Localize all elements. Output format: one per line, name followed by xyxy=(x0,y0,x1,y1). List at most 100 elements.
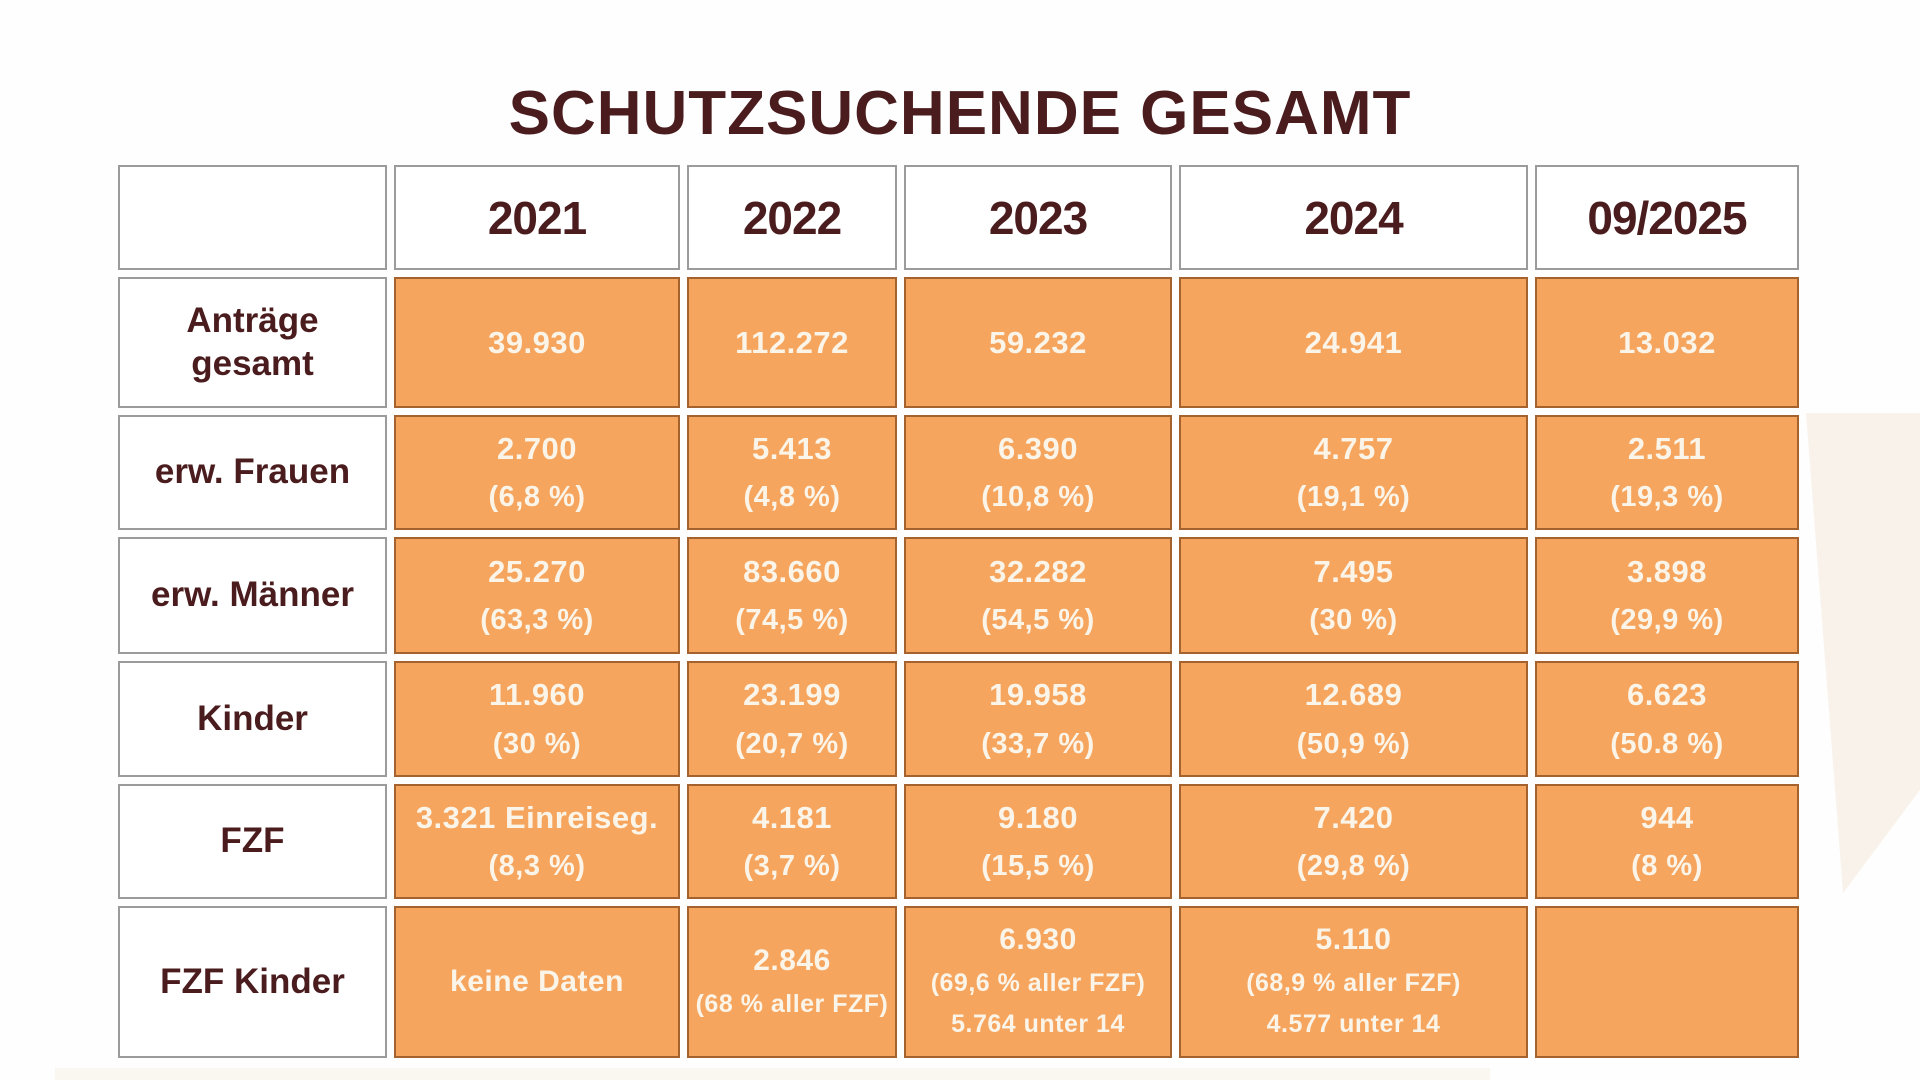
value-secondary: (3,7 %) xyxy=(743,850,841,883)
data-cell-2022-antraege-gesamt: 112.272 xyxy=(687,277,897,408)
value-primary: 4.181 xyxy=(751,799,833,835)
row-label-kinder: Kinder xyxy=(118,661,387,777)
data-cell-2021-kinder: 11.960 (30 %) xyxy=(394,661,680,777)
value-secondary: (15,5 %) xyxy=(981,850,1095,883)
data-cell-2024-antraege-gesamt: 24.941 xyxy=(1179,277,1528,408)
value-primary: 23.199 xyxy=(743,677,841,712)
value-primary: 12.689 xyxy=(1304,677,1403,712)
data-cell-2023-kinder: 19.958 (33,7 %) xyxy=(904,661,1172,777)
value-secondary: (8,3 %) xyxy=(488,850,586,883)
data-cell-2022-erw-maenner: 83.660 (74,5 %) xyxy=(687,537,897,654)
data-cell-2022-fzf: 4.181 (3,7 %) xyxy=(687,784,897,899)
data-cell-2023-antraege-gesamt: 59.232 xyxy=(904,277,1172,408)
value-secondary: (69,6 % aller FZF) xyxy=(930,968,1146,997)
value-secondary: (8 %) xyxy=(1631,850,1703,883)
background-decoration-wedge xyxy=(1806,413,1920,893)
data-cell-2023-erw-frauen: 6.390 (10,8 %) xyxy=(904,415,1172,530)
column-header-label: 2023 xyxy=(988,191,1088,244)
value-primary: 4.757 xyxy=(1313,430,1394,466)
column-header-label: 2024 xyxy=(1304,191,1403,244)
value-primary: 83.660 xyxy=(743,553,841,589)
value-secondary: (74,5 %) xyxy=(735,604,849,637)
row-label-text: Anträge xyxy=(186,300,319,340)
data-cell-09-2025-kinder: 6.623 (50.8 %) xyxy=(1535,661,1799,777)
row-label-fzf: FZF xyxy=(118,784,387,899)
data-cell-2021-antraege-gesamt: 39.930 xyxy=(394,277,680,408)
data-cell-2023-fzf: 9.180 (15,5 %) xyxy=(904,784,1172,899)
value-primary: 3.898 xyxy=(1626,553,1708,589)
value-primary: keine Daten xyxy=(450,964,624,998)
data-cell-09-2025-fzf-kinder xyxy=(1535,906,1799,1058)
data-cell-2021-erw-maenner: 25.270 (63,3 %) xyxy=(394,537,680,654)
value-primary: 2.511 xyxy=(1627,430,1707,466)
value-secondary: (54,5 %) xyxy=(981,604,1095,637)
data-cell-2021-fzf: 3.321 Einreiseg. (8,3 %) xyxy=(394,784,680,899)
value-primary: 944 xyxy=(1640,799,1694,835)
value-secondary: (4,8 %) xyxy=(743,481,841,514)
value-primary: 2.846 xyxy=(753,944,831,977)
value-primary: 5.413 xyxy=(751,430,833,466)
data-cell-2023-erw-maenner: 32.282 (54,5 %) xyxy=(904,537,1172,654)
value-primary: 3.321 Einreiseg. xyxy=(415,799,659,835)
column-header-2021: 2021 xyxy=(394,165,680,270)
value-primary: 11.960 xyxy=(488,677,586,712)
data-cell-09-2025-erw-maenner: 3.898 (29,9 %) xyxy=(1535,537,1799,654)
row-label-text: erw. Männer xyxy=(151,575,354,615)
value-secondary: (50,9 %) xyxy=(1296,727,1411,760)
value-primary: 24.941 xyxy=(1304,324,1403,360)
page-title: SCHUTZSUCHENDE GESAMT xyxy=(508,78,1412,148)
value-secondary: (10,8 %) xyxy=(981,481,1095,514)
value-secondary: (29,8 %) xyxy=(1296,850,1411,883)
row-label-erw-maenner: erw. Männer xyxy=(118,537,387,654)
row-label-text: gesamt xyxy=(191,343,314,383)
data-cell-2024-fzf: 7.420 (29,8 %) xyxy=(1179,784,1528,899)
data-cell-2024-erw-frauen: 4.757 (19,1 %) xyxy=(1179,415,1528,530)
value-secondary: 4.577 unter 14 xyxy=(1266,1010,1441,1039)
value-primary: 9.180 xyxy=(997,799,1079,835)
data-cell-2021-fzf-kinder: keine Daten xyxy=(394,906,680,1058)
value-secondary: (68 % aller FZF) xyxy=(695,989,889,1018)
row-label-text: FZF Kinder xyxy=(160,961,345,1001)
column-header-label: 2021 xyxy=(487,191,587,244)
value-primary: 32.282 xyxy=(989,553,1087,589)
value-secondary: (33,7 %) xyxy=(981,727,1095,760)
data-cell-2021-erw-frauen: 2.700 (6,8 %) xyxy=(394,415,680,530)
value-secondary: (19,1 %) xyxy=(1296,481,1411,514)
value-primary: 25.270 xyxy=(488,553,586,589)
value-secondary: (6,8 %) xyxy=(488,481,586,514)
value-secondary: (20,7 %) xyxy=(735,727,849,760)
data-cell-09-2025-fzf: 944 (8 %) xyxy=(1535,784,1799,899)
data-cell-2024-erw-maenner: 7.495 (30 %) xyxy=(1179,537,1528,654)
value-primary: 19.958 xyxy=(989,677,1087,712)
data-table: 2021 2022 2023 2024 09/2025 Anträge gesamt 39.9… xyxy=(118,165,1799,1058)
data-cell-09-2025-erw-frauen: 2.511 (19,3 %) xyxy=(1535,415,1799,530)
column-header-label: 09/2025 xyxy=(1587,191,1747,244)
value-secondary: (68,9 % aller FZF) xyxy=(1246,968,1461,997)
row-label-text: FZF xyxy=(220,821,285,861)
column-header-09-2025: 09/2025 xyxy=(1535,165,1799,270)
data-cell-2023-fzf-kinder: 6.930 (69,6 % aller FZF) 5.764 unter 14 xyxy=(904,906,1172,1058)
value-primary: 5.110 xyxy=(1315,923,1392,957)
row-label-text: Kinder xyxy=(197,698,308,738)
data-cell-2022-kinder: 23.199 (20,7 %) xyxy=(687,661,897,777)
value-primary: 7.495 xyxy=(1313,553,1394,589)
value-primary: 59.232 xyxy=(989,324,1087,360)
row-label-erw-frauen: erw. Frauen xyxy=(118,415,387,530)
data-cell-09-2025-antraege-gesamt: 13.032 xyxy=(1535,277,1799,408)
column-header-2024: 2024 xyxy=(1179,165,1528,270)
column-header-label: 2022 xyxy=(742,191,842,244)
value-primary: 7.420 xyxy=(1313,799,1394,835)
value-secondary: (63,3 %) xyxy=(480,604,594,637)
value-secondary: (50.8 %) xyxy=(1610,727,1724,760)
data-cell-2024-kinder: 12.689 (50,9 %) xyxy=(1179,661,1528,777)
value-secondary: (30 %) xyxy=(1309,604,1398,637)
column-header-2023: 2023 xyxy=(904,165,1172,270)
value-secondary: (29,9 %) xyxy=(1610,604,1724,637)
value-primary: 2.700 xyxy=(496,430,578,466)
row-label-fzf-kinder: FZF Kinder xyxy=(118,906,387,1058)
corner-cell xyxy=(118,165,387,270)
value-primary: 6.390 xyxy=(997,430,1079,466)
value-secondary: (30 %) xyxy=(492,727,582,760)
row-label-text: erw. Frauen xyxy=(154,452,351,492)
background-decoration-strip xyxy=(55,1068,1490,1080)
